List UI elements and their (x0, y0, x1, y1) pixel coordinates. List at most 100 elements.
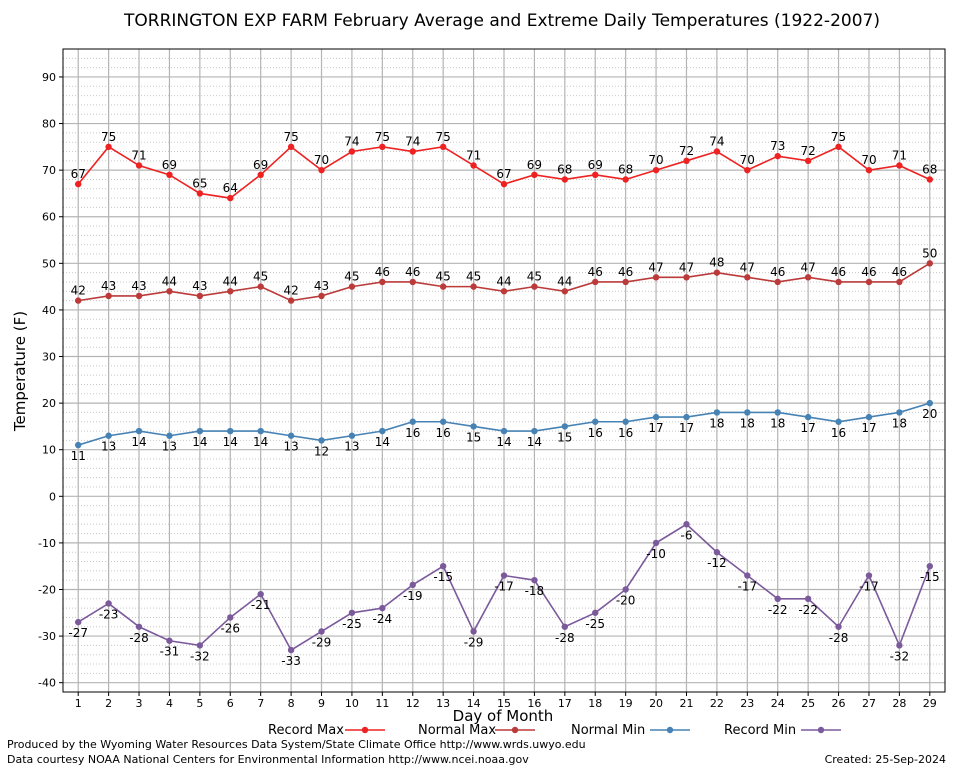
data-label: 14 (223, 435, 238, 449)
x-tick-label: 11 (375, 697, 389, 710)
data-point (318, 628, 325, 635)
data-label: -12 (707, 556, 727, 570)
data-label: -33 (281, 654, 301, 668)
y-tick-label: 50 (42, 257, 56, 270)
data-point (500, 427, 508, 435)
legend-marker (361, 726, 369, 734)
data-label: 13 (101, 440, 116, 454)
data-label: 45 (466, 270, 481, 284)
x-tick-label: 9 (318, 697, 325, 710)
legend-label: Record Max (268, 723, 344, 738)
footer-produced-by: Produced by the Wyoming Water Resources … (7, 738, 586, 751)
data-point (379, 143, 386, 151)
x-tick-label: 6 (227, 697, 234, 710)
legend-label: Normal Min (571, 723, 645, 738)
y-tick-label: -20 (38, 583, 56, 596)
x-tick-label: 1 (75, 697, 82, 710)
data-point (196, 292, 204, 300)
data-point (804, 595, 812, 603)
data-point (135, 623, 143, 630)
data-point (835, 623, 842, 630)
data-label: 46 (861, 265, 876, 279)
data-label: -19 (403, 589, 423, 603)
y-tick-label: 10 (42, 444, 56, 457)
data-point (774, 278, 781, 286)
x-axis-label: Day of Month (453, 707, 554, 725)
data-label: 42 (71, 284, 86, 298)
data-label: 16 (588, 426, 603, 440)
data-label: 15 (557, 430, 572, 444)
footer-created-date: Created: 25-Sep-2024 (824, 753, 946, 766)
data-point (500, 288, 508, 295)
data-point (622, 418, 629, 425)
data-point (348, 283, 356, 290)
x-tick-label: 17 (558, 697, 572, 710)
data-label: 68 (618, 162, 633, 176)
data-label: 42 (283, 284, 298, 298)
data-point (318, 292, 325, 300)
data-label: -25 (585, 617, 605, 631)
x-tick-label: 8 (288, 697, 295, 710)
data-label: 17 (679, 421, 694, 435)
data-point (865, 166, 873, 174)
data-label: 14 (253, 435, 268, 449)
data-label: 72 (800, 144, 815, 158)
x-tick-label: 24 (771, 697, 785, 710)
data-label: 47 (800, 260, 815, 274)
data-label: -32 (190, 649, 210, 663)
data-label: 69 (588, 158, 603, 172)
data-point (470, 283, 477, 290)
data-point (774, 409, 781, 416)
y-axis-label: Temperature (F) (11, 311, 29, 432)
data-label: -22 (798, 603, 818, 617)
data-label: 45 (344, 270, 359, 284)
x-tick-label: 26 (832, 697, 846, 710)
data-label: 17 (800, 421, 815, 435)
data-label: 17 (648, 421, 663, 435)
data-label: 43 (101, 279, 116, 293)
data-point (439, 562, 447, 570)
data-point (379, 427, 386, 435)
data-point (622, 278, 629, 286)
data-label: -18 (525, 584, 545, 598)
data-point (592, 418, 599, 425)
data-point (196, 427, 204, 435)
x-tick-label: 29 (923, 697, 937, 710)
data-point (652, 274, 660, 281)
data-label: 65 (192, 176, 207, 190)
data-point (713, 269, 721, 276)
data-label: 16 (831, 426, 846, 440)
data-label: -26 (220, 621, 240, 635)
data-label: 74 (405, 135, 420, 149)
data-label: 16 (436, 426, 451, 440)
data-label: -17 (859, 580, 879, 594)
x-tick-label: 20 (649, 697, 663, 710)
data-label: 69 (527, 158, 542, 172)
data-label: 43 (192, 279, 207, 293)
data-point (75, 180, 82, 188)
x-tick-label: 2 (105, 697, 112, 710)
data-point (166, 432, 173, 439)
data-point (713, 549, 721, 556)
data-label: 18 (740, 416, 755, 430)
data-point (105, 432, 112, 439)
data-point (409, 581, 416, 589)
data-point (561, 176, 569, 183)
data-point (257, 171, 264, 179)
data-label: -23 (99, 607, 119, 621)
x-tick-label: 10 (345, 697, 359, 710)
data-point (683, 521, 690, 528)
data-point (135, 292, 143, 300)
data-point (744, 409, 751, 416)
data-label: -27 (68, 626, 88, 640)
legend-marker (666, 726, 674, 734)
data-point (744, 166, 751, 174)
data-point (652, 539, 660, 547)
data-point (683, 413, 690, 421)
data-label: -25 (342, 617, 362, 631)
x-tick-label: 27 (862, 697, 876, 710)
data-point (896, 162, 903, 169)
data-label: 64 (223, 181, 238, 195)
data-label: 74 (709, 135, 724, 149)
data-label: 47 (679, 260, 694, 274)
